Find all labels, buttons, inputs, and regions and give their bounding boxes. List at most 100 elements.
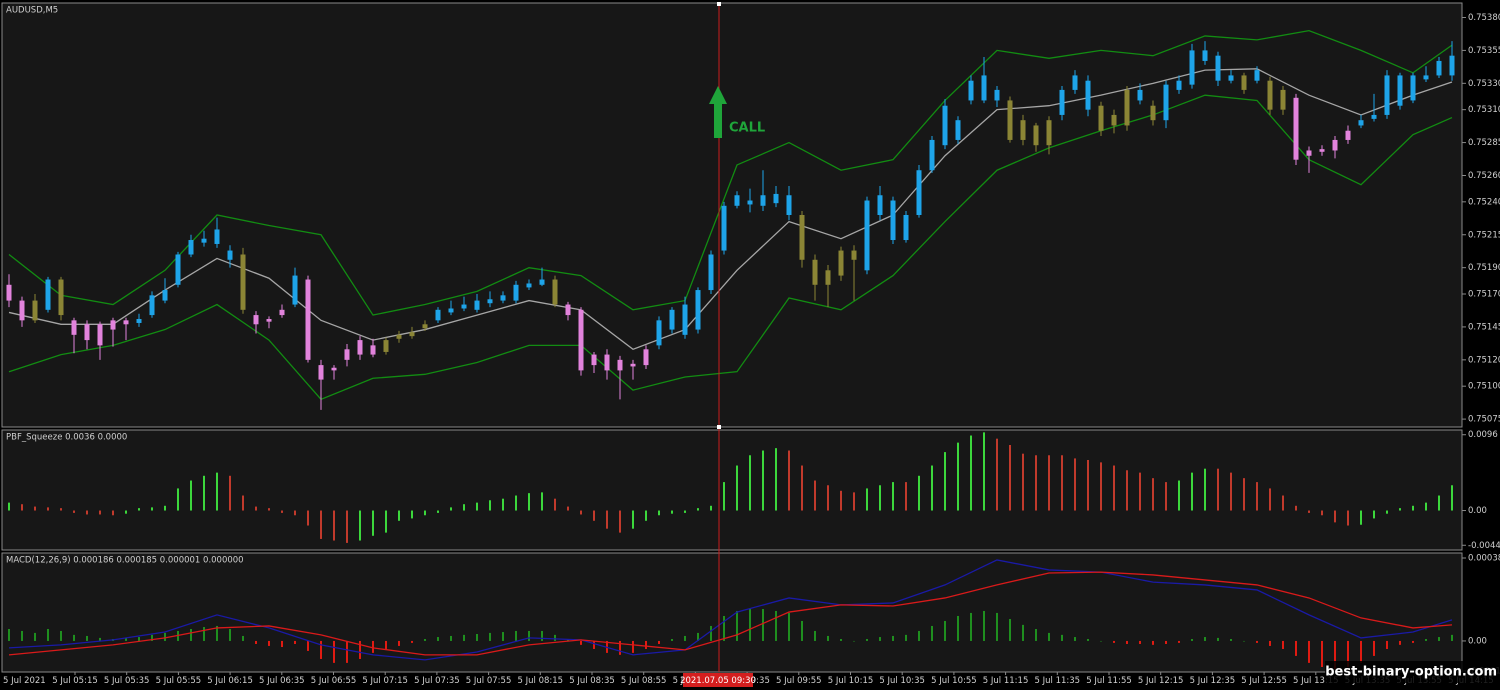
macd-bar xyxy=(970,612,972,641)
macd-bar xyxy=(411,640,413,643)
macd-bar xyxy=(1230,638,1232,641)
squeeze-bar xyxy=(580,510,582,515)
y-tick-label: 0.75145 xyxy=(1468,322,1500,332)
y-tick-label: -0.0044 xyxy=(1468,541,1500,551)
macd-bar xyxy=(840,638,842,641)
candle-body xyxy=(1163,84,1169,121)
macd-bar xyxy=(697,632,699,641)
squeeze-bar xyxy=(1178,480,1180,511)
x-tick-label: 5 Jul 10:15 xyxy=(828,676,874,686)
squeeze-bar xyxy=(21,504,23,511)
squeeze-bar xyxy=(1191,472,1193,511)
squeeze-bar xyxy=(1230,472,1232,511)
squeeze-bar xyxy=(502,498,504,511)
candle-body xyxy=(1410,75,1416,101)
macd-bar xyxy=(554,634,556,641)
watermark-bg xyxy=(1325,661,1500,683)
squeeze-bar xyxy=(1217,468,1219,511)
macd-bar xyxy=(1295,640,1297,656)
squeeze-bar xyxy=(879,485,881,511)
candle-body xyxy=(877,195,883,215)
candle-body xyxy=(539,279,545,285)
x-tick-label: 5 Jul 12:15 xyxy=(1138,676,1184,686)
y-tick-label: 0.75285 xyxy=(1468,138,1500,148)
macd-bar xyxy=(1204,637,1206,641)
candle-body xyxy=(1241,75,1247,90)
squeeze-bar xyxy=(86,510,88,515)
squeeze-bar xyxy=(294,510,296,516)
candle-body xyxy=(825,270,831,285)
crosshair-handle xyxy=(717,425,721,429)
macd-bar xyxy=(879,637,881,641)
squeeze-bar xyxy=(34,506,36,511)
macd-bar xyxy=(957,615,959,641)
macd-line xyxy=(8,571,1453,656)
candle-body xyxy=(591,354,597,366)
macd-bar xyxy=(827,635,829,641)
squeeze-bar xyxy=(242,495,244,511)
candle-body xyxy=(461,304,467,309)
y-tick-label: 0.75120 xyxy=(1468,355,1500,365)
squeeze-bar xyxy=(1100,462,1102,511)
macd-bar xyxy=(1282,640,1284,649)
macd-bar xyxy=(1022,624,1024,641)
candle-body xyxy=(1449,55,1455,76)
squeeze-bar xyxy=(229,475,231,511)
candle-body xyxy=(1059,89,1065,115)
squeeze-bar xyxy=(762,450,764,511)
squeeze-bar xyxy=(1048,455,1050,511)
macd-pane xyxy=(1,552,1463,673)
candle-body xyxy=(279,309,285,316)
macd-bar xyxy=(1321,640,1323,668)
macd-bar xyxy=(1269,640,1271,646)
candle-body xyxy=(1319,149,1325,152)
watermark: best-binary-option.com xyxy=(1325,665,1497,680)
y-tick-label: 0.000382 xyxy=(1468,553,1500,563)
squeeze-bar xyxy=(437,510,439,513)
macd-bar xyxy=(996,612,998,641)
squeeze-bar xyxy=(814,480,816,511)
candle-body xyxy=(1202,50,1208,61)
candle-body xyxy=(214,229,220,244)
squeeze-bar xyxy=(736,465,738,511)
squeeze-bar xyxy=(320,510,322,539)
squeeze-bar xyxy=(567,506,569,511)
squeeze-bar xyxy=(1074,458,1076,511)
macd-bar xyxy=(21,630,23,641)
candle-body xyxy=(318,365,324,380)
candle-body xyxy=(890,200,896,241)
squeeze-bar xyxy=(931,465,933,511)
candle-body xyxy=(968,80,974,101)
macd-bar xyxy=(671,638,673,641)
x-tick-label: 5 Jul 11:55 xyxy=(1086,676,1132,686)
candle-body xyxy=(1384,75,1390,115)
candle-body xyxy=(851,250,857,260)
candle-body xyxy=(292,275,298,305)
squeeze-bar xyxy=(8,502,10,511)
macd-bar xyxy=(593,640,595,649)
candle-body xyxy=(474,300,480,310)
candle-body xyxy=(513,284,519,301)
x-tick-label: 5 Jul 06:15 xyxy=(207,676,253,686)
candle-body xyxy=(448,308,454,313)
squeeze-bar xyxy=(1347,510,1349,526)
squeeze-bar xyxy=(1295,505,1297,511)
candle-body xyxy=(708,254,714,291)
candle-body xyxy=(240,254,246,310)
candle-body xyxy=(110,320,116,330)
candle-body xyxy=(643,349,649,366)
squeeze-bar xyxy=(1308,510,1310,513)
macd-bar xyxy=(1243,640,1245,642)
macd-bar xyxy=(307,640,309,651)
candle-body xyxy=(812,259,818,285)
candle-body xyxy=(331,367,337,371)
squeeze-bar xyxy=(1139,472,1141,511)
macd-bar xyxy=(1347,640,1349,668)
overlay: CALL AUDUSD,M5 PBF_Squeeze 0.0036 0.0000… xyxy=(6,2,1500,687)
candle-body xyxy=(1332,139,1338,151)
macd-bar xyxy=(60,630,62,641)
candle-body xyxy=(266,319,272,322)
macd-bar xyxy=(1126,640,1128,644)
macd-bar xyxy=(853,640,855,642)
macd-bar xyxy=(801,620,803,641)
